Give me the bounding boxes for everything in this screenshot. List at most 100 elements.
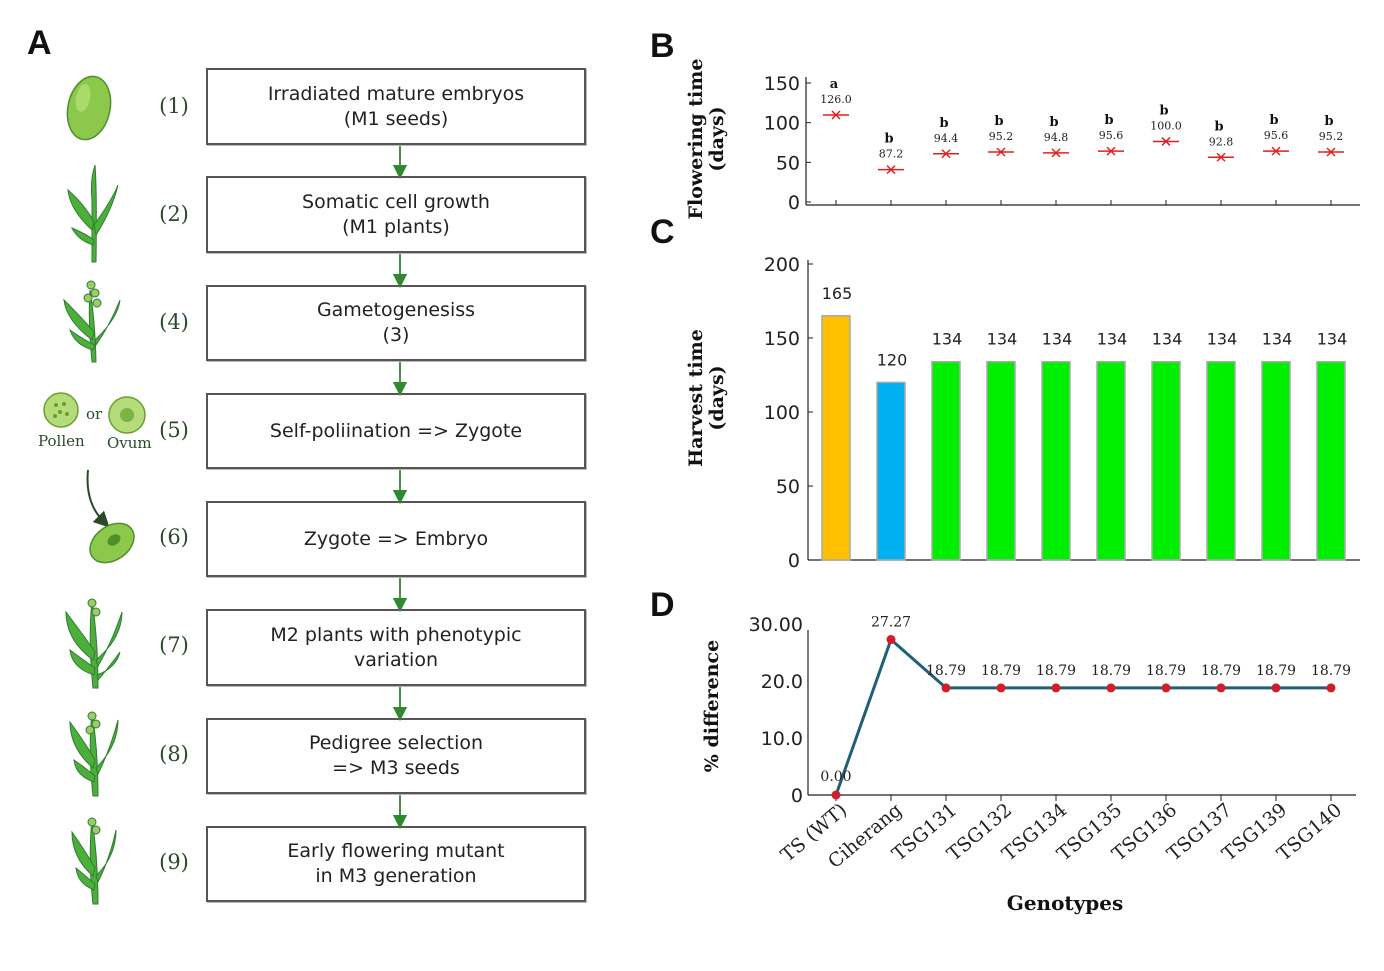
x-marker [1271,146,1281,156]
x-marker [996,147,1006,157]
step-number: (7) [159,633,189,657]
mature-plant-icon [71,817,117,905]
data-point [1216,683,1226,693]
data-label: 18.79 [1256,663,1296,679]
data-label: 95.6 [1099,129,1124,142]
data-label: 18.79 [1091,663,1131,679]
data-label: 100.0 [1150,119,1182,132]
bar [1151,360,1181,561]
panel-label-a: A [27,24,52,62]
x-marker [1161,136,1171,146]
data-label: 134 [932,330,963,349]
flowering-plant-icon [63,280,121,363]
data-point [1051,683,1061,693]
bar [821,315,851,561]
step-number: (4) [159,310,189,334]
x-marker [1326,147,1336,157]
bar [1206,360,1236,561]
data-label: 18.79 [1036,663,1076,679]
data-label: 18.79 [981,663,1021,679]
step-number: (8) [159,742,189,766]
data-label: 134 [1317,330,1348,349]
data-point [941,683,951,693]
step-number: (9) [159,850,189,874]
x-marker [1216,152,1226,162]
flow-step-5: Self-poliination => Zygote [206,393,586,469]
seed-icon [66,75,112,141]
bar [1316,360,1346,561]
data-label: 120 [877,350,908,369]
flow-step-4: Gametogenesiss (3) [206,285,586,361]
y-tick-label: 100 [764,113,800,135]
series-line [834,636,1331,796]
fertilization-arrow [86,469,110,528]
data-point [886,635,896,645]
bar [1261,360,1291,561]
data-label: 126.0 [820,93,852,106]
significance-letter: b [994,114,1003,129]
data-label: 165 [822,284,853,303]
data-label: 0.00 [820,769,851,785]
significance-letter: b [1214,119,1223,134]
data-label: 18.79 [926,663,966,679]
y-tick-label: 0 [791,785,803,807]
significance-letter: b [1159,103,1168,118]
x-marker [1051,148,1061,158]
flow-step-2: Somatic cell growth (M1 plants) [206,176,586,253]
bar [1096,360,1126,561]
x-marker [886,165,896,175]
step-number: (2) [159,202,189,226]
bar [986,360,1016,561]
flow-step-1: Irradiated mature embryos (M1 seeds) [206,68,586,145]
x-marker [1106,146,1116,156]
significance-letter: b [1324,114,1333,129]
bar [1041,360,1071,561]
seedling-icon [67,164,119,263]
data-label: 94.4 [934,132,959,145]
x-marker [941,149,951,159]
data-label: 134 [1097,330,1128,349]
panel-label-b: B [650,27,675,65]
x-marker [831,110,841,120]
y-tick-label: 30.00 [749,614,803,636]
data-point [831,790,841,800]
y-tick-label: 150 [764,328,800,350]
y-axis-label: Flowering time(days) [685,59,728,220]
data-label: 134 [987,330,1018,349]
data-label: 94.8 [1044,131,1069,144]
data-label: 92.8 [1209,135,1234,148]
y-tick-label: 50 [776,152,800,174]
mature-plant-icon [65,598,123,689]
pollen-label: Pollen [38,432,85,450]
data-point [1326,683,1336,693]
bar [931,360,961,561]
data-label: 18.79 [1311,663,1351,679]
data-label: 18.79 [1146,663,1186,679]
flow-arrows [43,75,408,905]
y-tick-label: 0 [788,192,800,214]
y-tick-label: 0 [788,550,800,572]
data-label: 95.6 [1264,129,1289,142]
ovum-label: Ovum [107,434,152,452]
step-number: (5) [159,418,189,442]
significance-letter: b [939,116,948,131]
y-tick-label: 20.0 [761,671,803,693]
x-axis-label: Genotypes [1007,891,1124,915]
y-tick-label: 200 [764,254,800,276]
step-number: (6) [159,525,189,549]
bar [876,381,906,561]
flow-step-8: Pedigree selection => M3 seeds [206,718,586,794]
step-number: (1) [159,94,189,118]
data-point [1106,683,1116,693]
data-point [996,683,1006,693]
data-label: 134 [1152,330,1183,349]
data-label: 95.2 [1319,130,1344,143]
panel-label-c: C [650,213,675,251]
data-point [1161,683,1171,693]
significance-letter: b [1269,113,1278,128]
significance-letter: a [830,77,839,92]
pollen-icon [43,392,79,428]
y-tick-label: 50 [776,476,800,498]
y-axis-label: % difference [701,640,723,772]
